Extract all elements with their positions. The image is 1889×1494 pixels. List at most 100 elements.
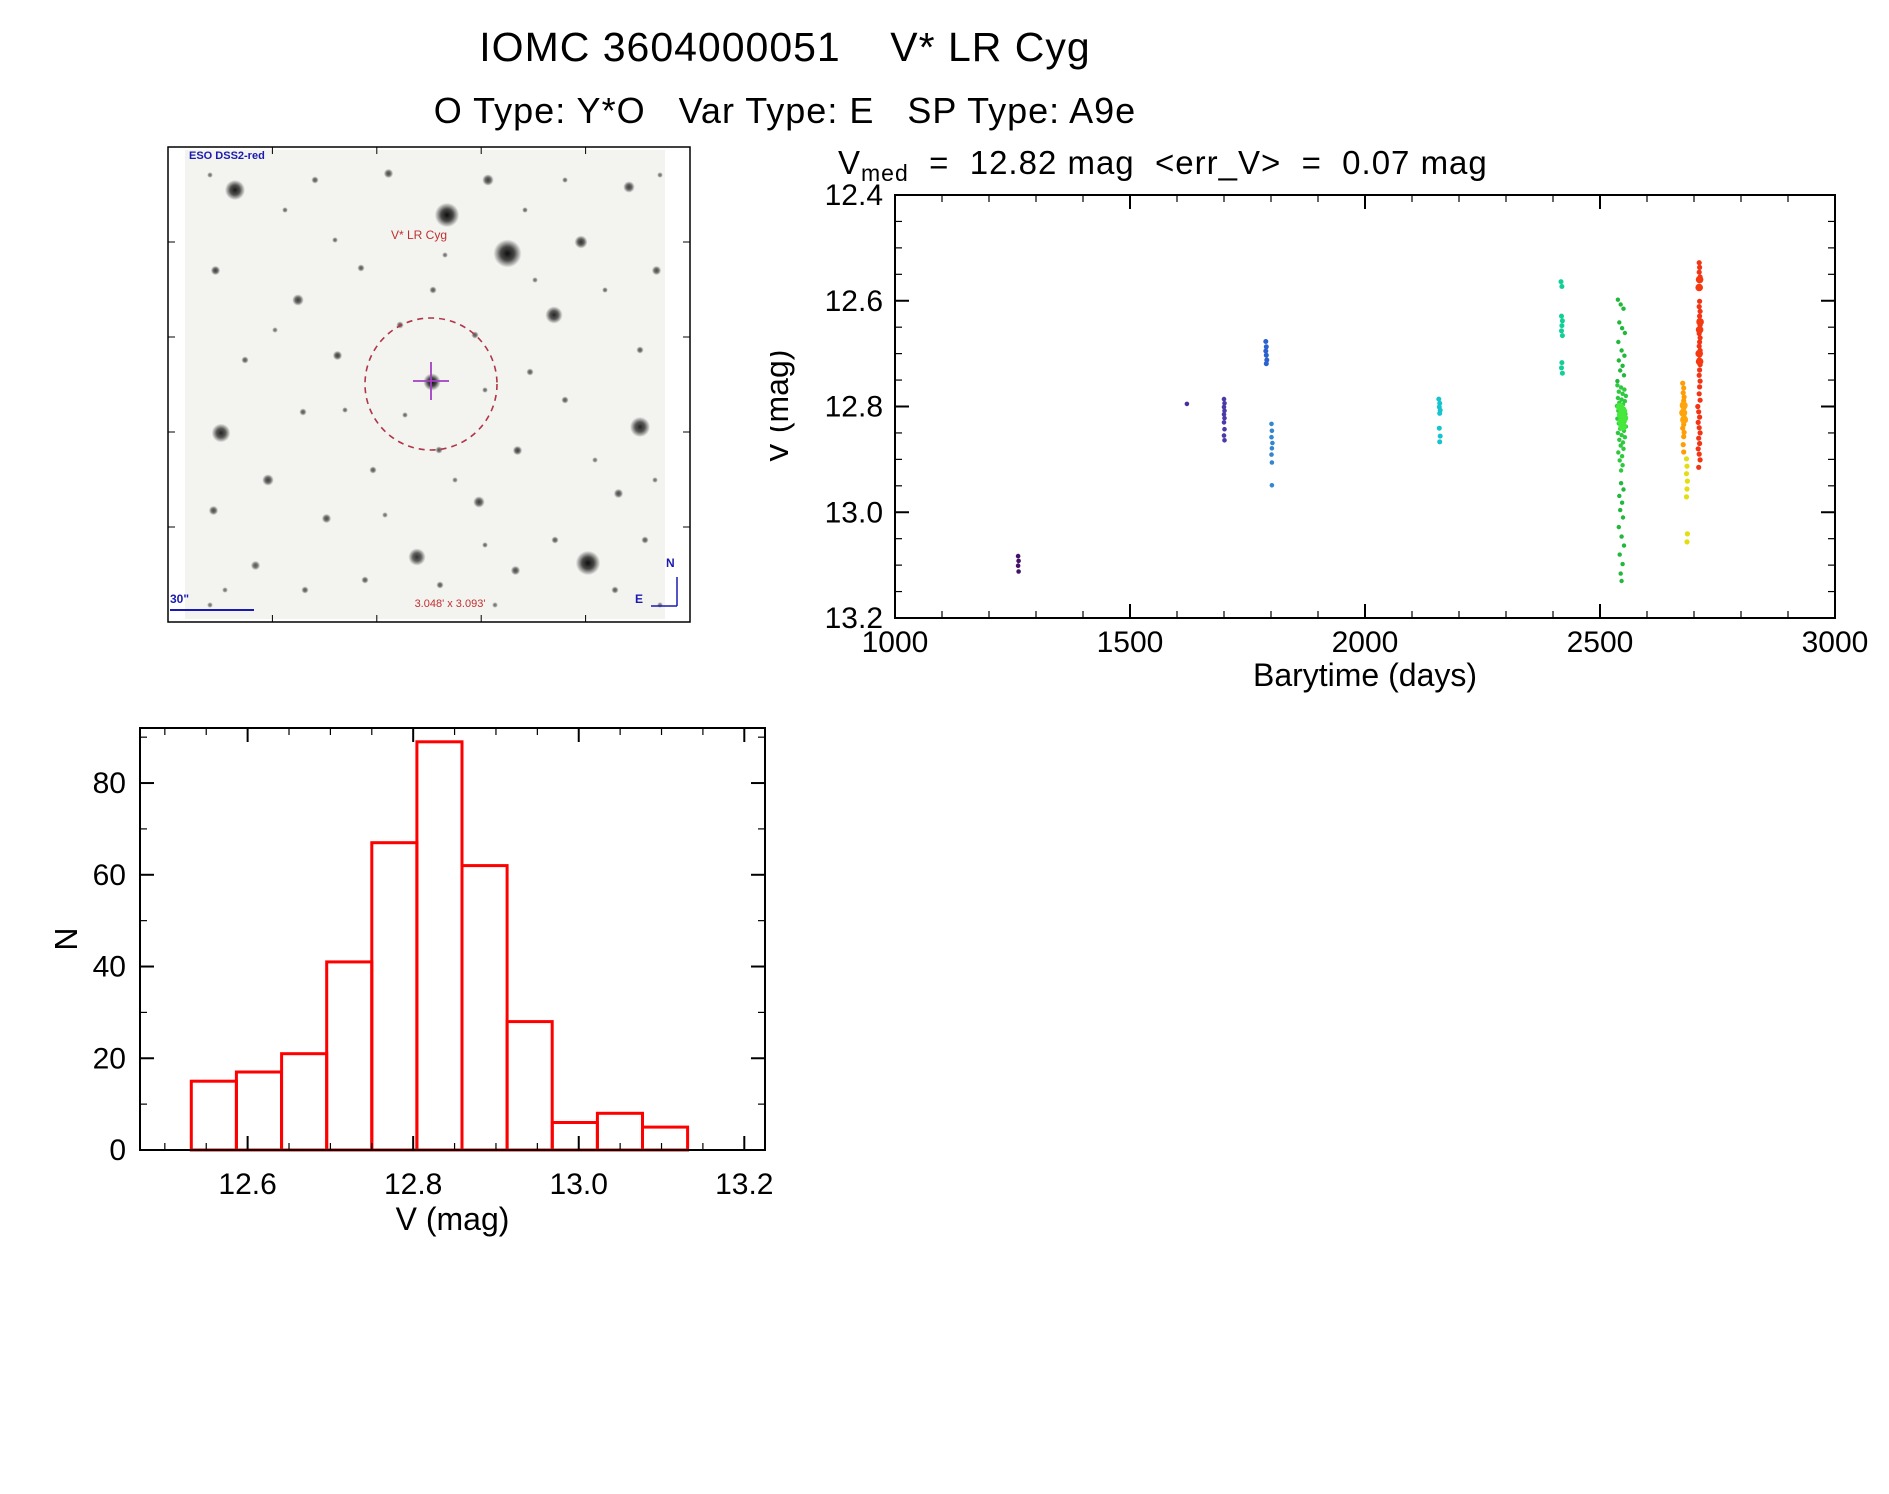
data-point — [1221, 420, 1227, 425]
page-title: IOMC 3604000051 V* LR Cyg — [479, 24, 1091, 70]
data-point — [1681, 429, 1687, 435]
data-point — [1696, 260, 1702, 266]
data-point — [1621, 446, 1626, 451]
lightcurve-title: Vmed = 12.82 mag <err_V> = 0.07 mag — [838, 144, 1488, 187]
data-point — [1619, 534, 1624, 539]
data-point — [1696, 435, 1702, 441]
star — [206, 171, 214, 179]
star — [281, 206, 289, 214]
star — [510, 443, 524, 457]
data-point — [1222, 415, 1227, 421]
x-tick-label: 3000 — [1802, 626, 1869, 659]
data-point — [1684, 531, 1690, 537]
data-point — [1697, 430, 1703, 436]
data-point — [1679, 408, 1688, 417]
histogram-plot: 12.6 12.8 13.0 13.2 0 20 40 60 80 V (mag) N — [55, 727, 773, 1237]
data-point — [1695, 326, 1704, 334]
data-point — [1681, 385, 1687, 391]
data-point — [1263, 339, 1269, 344]
data-point — [1263, 348, 1269, 354]
histogram-bar — [234, 1070, 283, 1152]
star — [481, 541, 489, 549]
data-point — [1269, 421, 1274, 427]
survey-label: ESO DSS2-red — [189, 150, 265, 162]
star — [381, 166, 395, 180]
data-point — [1695, 349, 1703, 358]
data-point — [1695, 357, 1704, 366]
star — [656, 171, 664, 179]
data-point — [1559, 323, 1565, 329]
data-point — [1616, 450, 1621, 455]
data-point — [1683, 471, 1690, 477]
star — [206, 601, 214, 609]
star — [651, 476, 659, 484]
x-tick-label: 13.0 — [550, 1168, 608, 1201]
star — [521, 206, 529, 214]
data-point — [1221, 433, 1227, 438]
data-point — [1696, 269, 1702, 275]
star — [571, 232, 591, 252]
scale-bar — [170, 609, 254, 611]
data-point — [1696, 425, 1702, 431]
data-point — [1559, 318, 1565, 324]
star — [394, 319, 406, 331]
star — [621, 179, 637, 195]
data-point — [1697, 414, 1703, 420]
y-tick-label: 20 — [93, 1042, 126, 1075]
data-point — [1680, 415, 1689, 424]
histogram-bar — [550, 1121, 599, 1152]
star — [330, 348, 344, 362]
data-point — [1559, 333, 1565, 339]
data-point — [1559, 365, 1564, 371]
data-point — [1263, 361, 1269, 367]
data-point — [1559, 370, 1565, 376]
histogram-bar — [641, 1125, 690, 1152]
data-point — [1616, 389, 1621, 394]
star — [549, 534, 561, 546]
data-point — [1681, 449, 1687, 455]
data-point — [1695, 283, 1703, 292]
data-point — [1263, 352, 1269, 358]
y-tick-label: 80 — [93, 767, 126, 800]
star — [367, 464, 379, 476]
target-label: V* LR Cyg — [391, 228, 448, 242]
star — [441, 251, 449, 259]
data-point — [1697, 264, 1703, 270]
data-point — [1618, 507, 1623, 513]
data-point — [1558, 279, 1564, 285]
histogram-bar — [460, 864, 509, 1152]
x-tick-label: 2500 — [1567, 626, 1634, 659]
data-point — [1269, 483, 1275, 488]
data-point — [1015, 563, 1021, 568]
star — [331, 236, 339, 244]
star — [524, 366, 536, 378]
data-point — [1264, 357, 1270, 363]
y-axis-label: N — [55, 927, 84, 950]
data-point — [1697, 457, 1703, 463]
data-point — [1622, 387, 1627, 392]
data-point — [1620, 391, 1625, 396]
data-point — [1617, 320, 1622, 325]
star — [639, 534, 651, 546]
histogram-bar — [370, 841, 419, 1152]
x-tick-label: 12.6 — [218, 1168, 276, 1201]
star — [427, 284, 439, 296]
lightcurve-title-subscript: med — [861, 160, 909, 186]
data-point — [1620, 463, 1625, 468]
data-point — [1616, 524, 1621, 530]
data-point — [1623, 393, 1629, 399]
star — [481, 386, 489, 394]
star — [341, 406, 349, 414]
data-point — [1615, 383, 1620, 388]
data-point — [1696, 391, 1702, 397]
data-point — [1618, 571, 1623, 576]
data-point — [1184, 401, 1190, 407]
data-point — [1222, 401, 1227, 406]
data-point — [1263, 344, 1269, 350]
data-point — [1616, 339, 1621, 345]
histogram-bar — [189, 1079, 238, 1152]
star — [430, 198, 464, 232]
x-tick-label: 12.8 — [384, 1168, 442, 1201]
y-tick-label: 13.2 — [825, 602, 883, 635]
data-point — [1616, 358, 1621, 363]
